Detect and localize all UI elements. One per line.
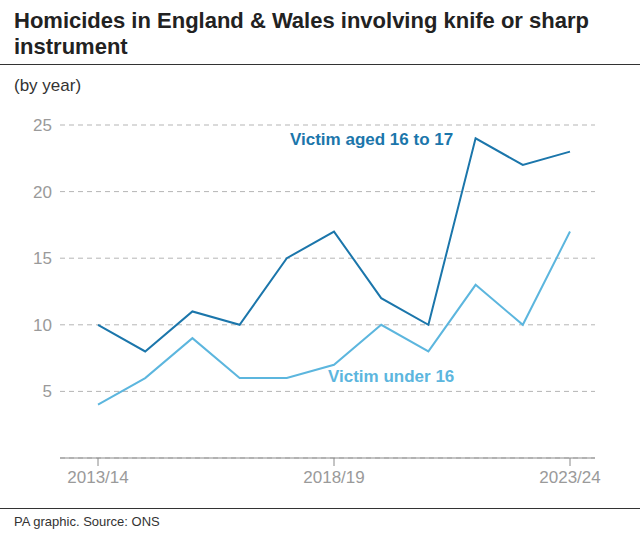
html-text:Victim under 16: Victim under 16	[328, 367, 455, 386]
html-text:Victim aged 16 to 17: Victim aged 16 to 17	[290, 130, 454, 149]
svg-text:2018/19: 2018/19	[303, 468, 364, 487]
svg-text:2013/14: 2013/14	[67, 468, 128, 487]
svg-text:5: 5	[43, 382, 52, 401]
html-text:PA graphic. Source: ONS: PA graphic. Source: ONS	[14, 514, 160, 529]
svg-text:25: 25	[33, 116, 52, 135]
html-text:(by year): (by year)	[14, 76, 82, 95]
html-text:Homicides in England & Wales i: Homicides in England & Wales involving k…	[14, 8, 589, 59]
svg-text:20: 20	[33, 183, 52, 202]
svg-text:10: 10	[33, 316, 52, 335]
svg-text:15: 15	[33, 249, 52, 268]
svg-text:2023/24: 2023/24	[539, 468, 600, 487]
